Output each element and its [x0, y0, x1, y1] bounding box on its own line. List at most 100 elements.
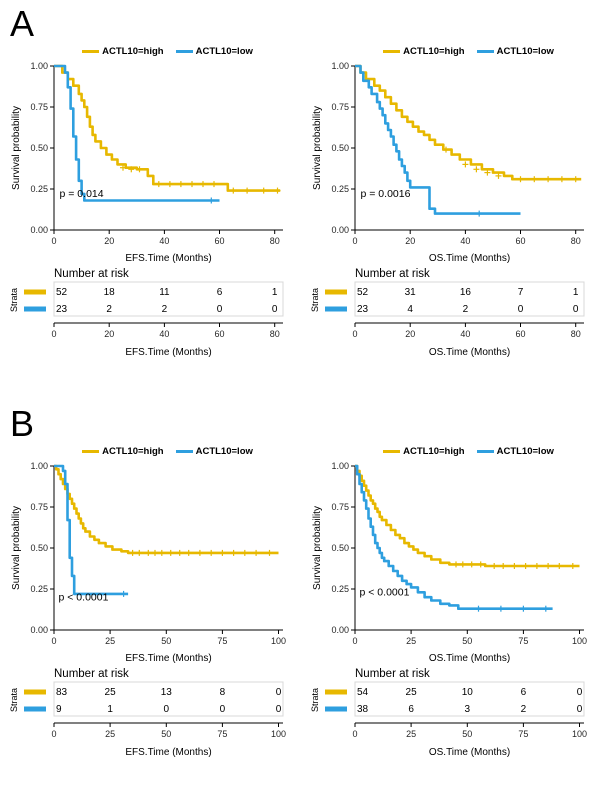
risk-count: 13 [161, 687, 173, 698]
x-tick-label: 60 [214, 236, 224, 246]
risk-x-tick-label: 75 [217, 729, 227, 739]
risk-x-tick-label: 20 [104, 329, 114, 339]
y-axis-title: Survival probability [312, 106, 323, 190]
risk-count: 0 [272, 304, 278, 315]
km-curve-low [54, 464, 129, 596]
legend-label: ACTL10=high [102, 446, 164, 457]
risk-x-tick-label: 50 [161, 729, 171, 739]
y-tick-label: 1.00 [331, 461, 349, 471]
legend-item-low: ACTL10=low [476, 46, 554, 57]
risk-count: 2 [162, 304, 168, 315]
risk-count: 0 [276, 687, 282, 698]
risk-x-axis-title: OS.Time (Months) [429, 747, 510, 758]
risk-count: 6 [217, 287, 223, 298]
risk-count: 0 [164, 704, 170, 715]
x-tick-label: 0 [51, 236, 56, 246]
plot-a-efs: ACTL10=high ACTL10=low Survival probabilit… [8, 44, 293, 362]
risk-count: 54 [357, 687, 369, 698]
y-axis-title: Survival probability [11, 506, 22, 590]
km-survival-figure: A ACTL10=high ACTL10=low Survival probabil… [8, 3, 594, 759]
legend-key-line-icon [175, 49, 193, 54]
risk-count: 38 [357, 704, 369, 715]
risk-count: 0 [577, 704, 583, 715]
p-value: p = 0.014 [60, 188, 104, 200]
y-tick-label: 1.00 [331, 61, 349, 71]
risk-x-tick-label: 75 [518, 729, 528, 739]
x-tick-label: 80 [571, 236, 581, 246]
legend-label: ACTL10=low [195, 446, 253, 457]
km-curve-high [54, 464, 279, 555]
legend-item-low: ACTL10=low [175, 446, 253, 457]
km-curve-low [355, 464, 553, 610]
x-tick-label: 50 [462, 636, 472, 646]
x-tick-label: 25 [105, 636, 115, 646]
risk-table-title: Number at risk [355, 668, 430, 680]
y-tick-label: 0.00 [331, 625, 349, 635]
legend-item-high: ACTL10=high [82, 46, 164, 57]
legend: ACTL10=high ACTL10=low [309, 444, 594, 459]
risk-x-axis-title: EFS.Time (Months) [125, 747, 211, 758]
km-curve-low [355, 64, 521, 215]
risk-count: 83 [56, 687, 68, 698]
legend: ACTL10=high ACTL10=low [8, 44, 293, 59]
x-tick-label: 75 [518, 636, 528, 646]
legend-item-low: ACTL10=low [476, 446, 554, 457]
risk-x-tick-label: 0 [352, 329, 357, 339]
legend-label: ACTL10=low [195, 46, 253, 57]
km-curve-high [355, 64, 582, 181]
risk-count: 0 [220, 704, 226, 715]
risk-x-tick-label: 50 [462, 729, 472, 739]
x-tick-label: 100 [271, 636, 286, 646]
risk-x-tick-label: 40 [460, 329, 470, 339]
risk-count: 11 [159, 287, 170, 298]
risk-table-box [354, 281, 585, 317]
y-tick-label: 0.50 [30, 543, 48, 553]
risk-x-tick-label: 0 [51, 329, 56, 339]
risk-count: 3 [465, 704, 471, 715]
y-tick-label: 0.50 [30, 143, 48, 153]
km-plot-svg: Survival probability 0.00 0.25 0.50 0.75 1.00… [312, 61, 584, 264]
y-axis-title: Survival probability [312, 506, 323, 590]
legend-label: ACTL10=high [102, 46, 164, 57]
x-tick-label: 40 [159, 236, 169, 246]
y-tick-label: 0.25 [331, 184, 349, 194]
x-tick-label: 40 [460, 236, 470, 246]
risk-x-axis-title: OS.Time (Months) [429, 347, 510, 358]
legend-label: ACTL10=low [496, 446, 554, 457]
risk-count: 0 [573, 304, 579, 315]
legend-label: ACTL10=high [403, 46, 465, 57]
panel-a-label: A [10, 3, 35, 44]
risk-table-title: Number at risk [54, 268, 129, 280]
y-tick-label: 0.25 [30, 184, 48, 194]
risk-table-box [354, 681, 585, 717]
risk-x-tick-label: 60 [214, 329, 224, 339]
risk-table-svg: Number at risk Strata 54 25 10 6 0 38 6 3 2 0 0 25 50 7… [310, 668, 587, 758]
x-tick-label: 20 [405, 236, 415, 246]
legend-key-line-icon [476, 49, 494, 54]
risk-x-tick-label: 80 [270, 329, 280, 339]
x-axis-title: OS.Time (Months) [429, 253, 510, 264]
x-tick-label: 0 [352, 236, 357, 246]
risk-count: 6 [408, 704, 414, 715]
p-value: p = 0.0016 [361, 188, 411, 200]
x-tick-label: 0 [352, 636, 357, 646]
legend: ACTL10=high ACTL10=low [309, 44, 594, 59]
risk-x-tick-label: 100 [572, 729, 587, 739]
risk-table-title: Number at risk [355, 268, 430, 280]
y-tick-label: 0.25 [331, 584, 349, 594]
strata-axis-title: Strata [9, 288, 19, 312]
risk-count: 10 [462, 687, 474, 698]
risk-count: 2 [463, 304, 469, 315]
strata-axis-title: Strata [310, 288, 320, 312]
risk-count: 23 [56, 304, 68, 315]
x-tick-label: 100 [572, 636, 587, 646]
p-value: p < 0.0001 [59, 592, 109, 604]
y-tick-label: 0.00 [331, 225, 349, 235]
x-tick-label: 75 [217, 636, 227, 646]
risk-count: 0 [518, 304, 524, 315]
y-tick-label: 0.50 [331, 143, 349, 153]
risk-x-tick-label: 40 [159, 329, 169, 339]
km-plot-svg: Survival probability 0.00 0.25 0.50 0.75 1.00… [11, 461, 286, 664]
